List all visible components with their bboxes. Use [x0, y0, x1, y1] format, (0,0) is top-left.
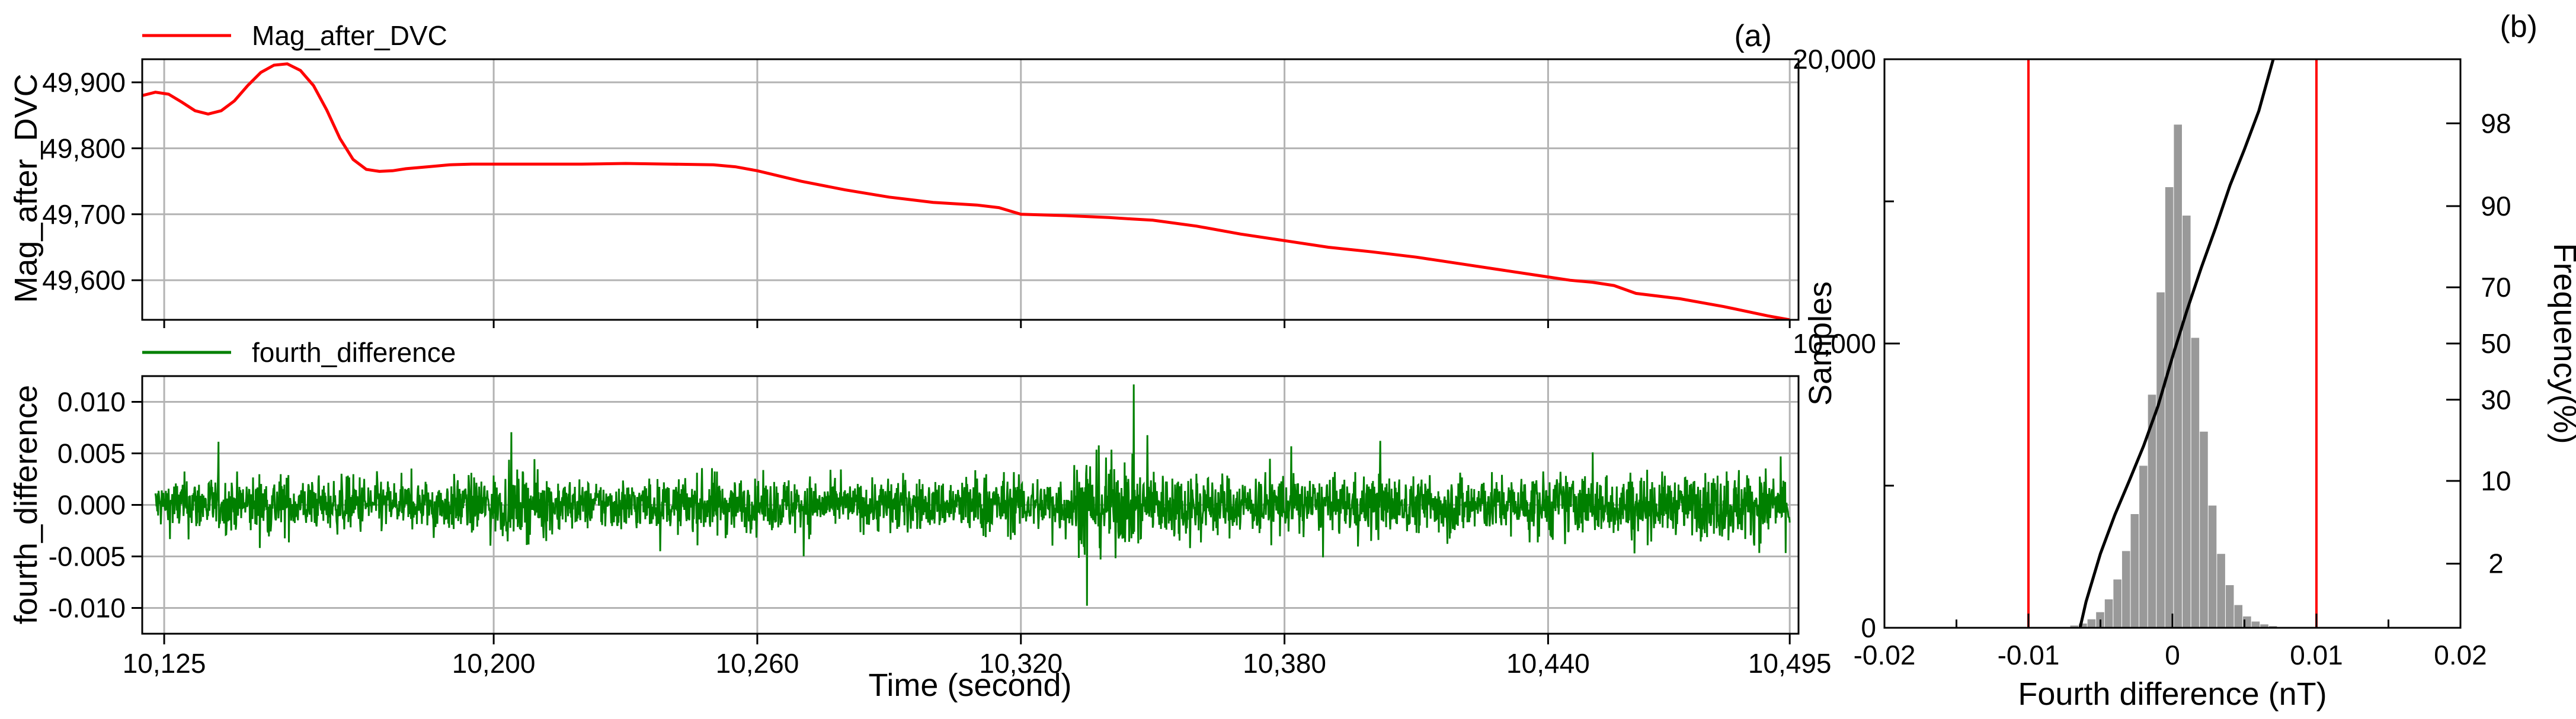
histogram-bar	[2200, 431, 2208, 628]
histogram-bar	[2260, 624, 2268, 628]
histogram-bar	[2165, 187, 2174, 628]
x-tick-label: 10,320	[979, 648, 1063, 679]
histogram-bar	[2156, 292, 2165, 628]
right-ticks-frequency: 2 10 30 50 70 90 98	[2446, 108, 2511, 579]
right-tick-label: 70	[2481, 272, 2511, 303]
right-tick-label: 98	[2481, 108, 2511, 139]
plot-frame-top	[141, 58, 1800, 321]
histogram-bar	[2174, 124, 2183, 628]
threshold-lines	[2027, 59, 2318, 628]
x-axis-label-fourth-difference: Fourth difference (nT)	[2018, 676, 2327, 712]
histogram-bar	[2183, 216, 2191, 628]
y-tick-label: 49,600	[42, 265, 126, 296]
histogram-bar	[2191, 338, 2200, 628]
y-ticks-bottom: 0.010 0.005 0.000 -0.005 -0.010	[49, 387, 142, 624]
y-axis-label-top: Mag_after_DVC	[8, 73, 44, 303]
right-tick-label: 2	[2488, 548, 2504, 579]
histogram-bar	[2070, 625, 2079, 628]
y-tick-label: 49,700	[42, 199, 126, 230]
x-tick-label: 10,125	[123, 648, 206, 679]
x-tick-label: 0.01	[2290, 640, 2343, 670]
histogram-bar	[2079, 623, 2087, 628]
right-tick-label: 30	[2481, 384, 2511, 415]
histogram-bar	[2251, 621, 2260, 628]
histogram-bar	[2225, 585, 2234, 628]
legend-label-fourth-difference: fourth_difference	[252, 337, 456, 368]
panel-label-a: (a)	[1734, 19, 1772, 53]
panel-a-top: 49,600 49,700 49,800 49,900 Mag_after_DVC (…	[8, 19, 1800, 328]
y-tick-label: 20,000	[1793, 44, 1876, 75]
histogram-bar	[2121, 551, 2130, 628]
x-ticks-bottom: 10,125 10,200 10,260 10,320 10,380 10,440 10,4…	[123, 634, 1832, 679]
y-axis-label-frequency: Frequency(%)	[2547, 243, 2576, 444]
histogram-bar	[2217, 554, 2225, 628]
right-tick-label: 50	[2481, 328, 2511, 359]
histogram-bar	[2087, 619, 2096, 628]
legend-label-mag-after-dvc: Mag_after_DVC	[252, 20, 447, 51]
x-axis-label-time: Time (second)	[868, 667, 1071, 703]
right-tick-label: 10	[2481, 466, 2511, 496]
y-axis-label-bottom: fourth_difference	[8, 385, 44, 624]
y-ticks-samples: 0 10,000 20,000	[1793, 44, 1900, 643]
panel-label-b: (b)	[2500, 9, 2537, 44]
x-tick-label: 10,440	[1506, 648, 1590, 679]
y-ticks-top: 49,600 49,700 49,800 49,900	[42, 67, 142, 296]
histogram-bar	[2234, 605, 2243, 628]
y-tick-label: 49,800	[42, 133, 126, 163]
histogram-bars	[2070, 124, 2277, 628]
x-tick-label: 10,200	[452, 648, 536, 679]
x-tick-label: 10,380	[1243, 648, 1326, 679]
x-tick-label: -0.02	[1854, 640, 1916, 670]
y-tick-label: 10,000	[1793, 328, 1876, 359]
y-tick-label: -0.005	[49, 541, 126, 572]
y-axis-label-samples: Samples	[1803, 281, 1838, 406]
y-tick-label: 0.010	[57, 387, 126, 418]
x-tick-label: 10,495	[1748, 648, 1832, 679]
fourth-difference-line	[154, 384, 1791, 606]
x-ticks-top	[163, 320, 1791, 328]
histogram-bar	[2139, 466, 2148, 628]
histogram-bar	[2148, 394, 2156, 628]
y-tick-label: 0.005	[57, 438, 126, 469]
cumulative-frequency-curve	[2078, 59, 2275, 628]
x-ticks-histogram: -0.02 -0.01 0 0.01 0.02	[1854, 614, 2487, 670]
histogram-bar	[2113, 579, 2121, 628]
y-tick-label: -0.010	[49, 593, 126, 624]
x-tick-label: 0.02	[2434, 640, 2487, 670]
right-tick-label: 90	[2481, 191, 2511, 222]
y-tick-label: 49,900	[42, 67, 126, 98]
histogram-bar	[2208, 505, 2217, 628]
panel-a-bottom: 0.010 0.005 0.000 -0.005 -0.010 10,125 10,200…	[8, 337, 1832, 703]
mag-after-dvc-line	[142, 62, 1790, 320]
y-tick-label: 0	[1861, 612, 1876, 643]
grid-top	[142, 59, 1799, 320]
x-tick-label: -0.01	[1998, 640, 2060, 670]
y-tick-label: 0.000	[57, 490, 126, 521]
histogram-bar	[2130, 514, 2139, 628]
x-tick-label: 0	[2165, 640, 2180, 670]
histogram-bar	[2104, 599, 2113, 628]
x-tick-label: 10,260	[716, 648, 799, 679]
